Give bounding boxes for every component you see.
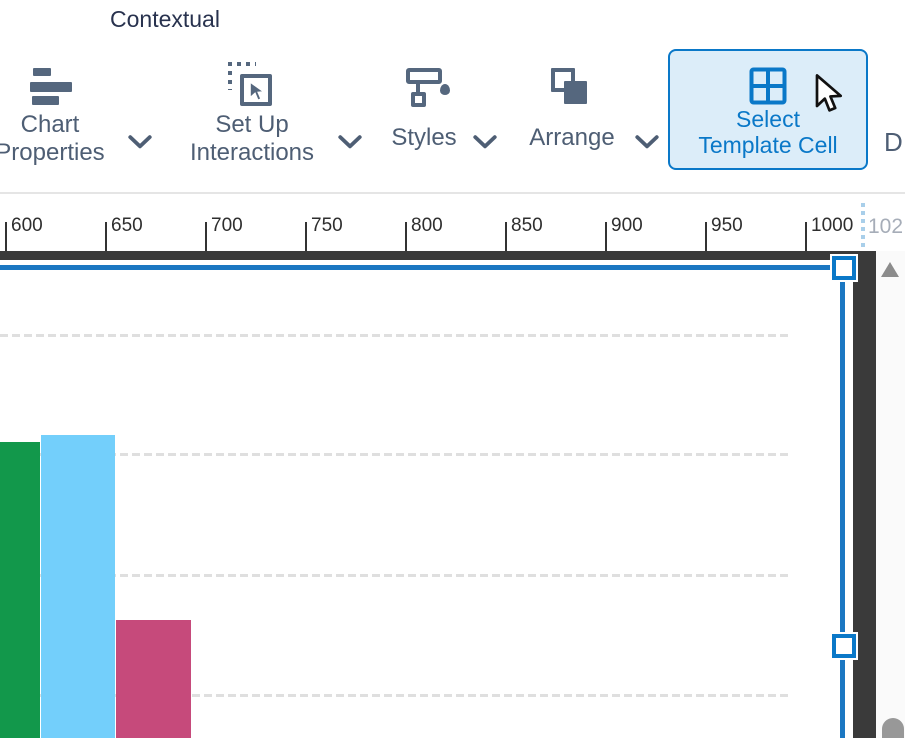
toolbar-separator [0,192,905,194]
ruler-tick [105,222,107,251]
set-up-interactions-label-line2: Interactions [189,139,315,166]
ruler-tick-label: 700 [211,215,243,236]
ruler-overflow-label: 102 [868,215,904,238]
chart-gridline [0,334,790,337]
design-page[interactable] [0,260,853,738]
arrange-layers-icon[interactable] [551,68,591,108]
clipped-right-button-label[interactable]: D [884,127,903,157]
set-up-interactions-chevron-down-icon[interactable] [337,134,363,150]
dashed-selection-icon-part [228,62,256,66]
ruler-tick [605,222,607,251]
chart-properties-icon-bar [32,96,59,105]
ruler-tick [705,222,707,251]
scrollbar-thumb[interactable] [882,718,904,738]
selection-square-icon-part [240,74,272,106]
chart-properties-button[interactable]: Chart Properties [0,111,145,167]
selection-border-right [840,265,845,738]
ruler-tick-label: 1000 [811,215,854,236]
ruler-tick-label: 850 [511,215,543,236]
chart-properties-icon-bar [30,82,72,92]
cursor-icon-part [248,80,268,102]
paint-drop [440,84,450,95]
paint-roller-body [406,68,442,84]
paint-roller-handle [411,92,426,107]
ruler-tick [205,222,207,251]
selection-handle-top-right[interactable] [832,256,856,280]
arrange-label: Arrange [529,124,615,151]
styles-label: Styles [391,124,457,151]
set-up-interactions-icon[interactable] [228,62,276,108]
selection-border-top [0,265,845,270]
ruler-tick [505,222,507,251]
ruler-tick-label: 800 [411,215,443,236]
styles-paint-roller-icon[interactable] [406,68,452,110]
set-up-interactions-label-line1: Set Up [215,111,289,138]
vertical-scrollbar[interactable] [876,251,905,738]
bar-magenta [116,620,191,738]
horizontal-ruler: 102 600 650 700 750 800 850 900 950 1000 [0,194,905,251]
styles-chevron-down-icon[interactable] [472,134,498,150]
select-template-cell-button[interactable]: Select Template Cell [668,49,868,170]
ruler-tick-label: 750 [311,215,343,236]
canvas-viewport [0,251,905,738]
chart-properties-icon[interactable] [30,66,72,106]
chart-properties-label-line1: Chart [20,111,80,138]
ruler-tick [5,222,7,251]
chart-properties-label-line2: Properties [0,139,105,166]
arrange-button[interactable]: Arrange [512,124,632,152]
select-template-cell-label-line1: Select [736,106,800,132]
arrange-chevron-down-icon[interactable] [634,134,660,150]
chart-gridline [0,694,790,697]
paint-roller-stem [416,84,420,92]
ruler-tick [305,222,307,251]
chart-gridline [0,453,790,456]
chart-properties-icon-bar [33,68,51,76]
template-cell-grid-icon [749,67,787,105]
ruler-tick-label: 900 [611,215,643,236]
mouse-pointer-icon [815,74,843,112]
scroll-up-arrow[interactable] [881,262,899,277]
select-template-cell-label-line2: Template Cell [698,132,838,158]
selection-handle-right[interactable] [832,634,856,658]
chart-gridline [0,574,790,577]
ruler-tick-label: 600 [11,215,43,236]
ruler-tick-label: 950 [711,215,743,236]
contextual-section-label: Contextual [110,6,220,32]
ruler-tick [805,222,807,251]
dashed-selection-icon-part [228,62,232,90]
styles-button[interactable]: Styles [374,124,474,152]
set-up-interactions-button[interactable]: Set Up Interactions [157,111,347,167]
front-square [564,81,587,104]
contextual-toolbar: Contextual Chart Properties Set Up Inter… [0,0,905,193]
ruler-tick [405,222,407,251]
ruler-tick-label: 650 [111,215,143,236]
bar-skyblue [41,435,115,738]
bar-green [0,442,40,738]
chart-properties-chevron-down-icon[interactable] [127,134,153,150]
ruler-guide-dotted-line [861,203,865,251]
